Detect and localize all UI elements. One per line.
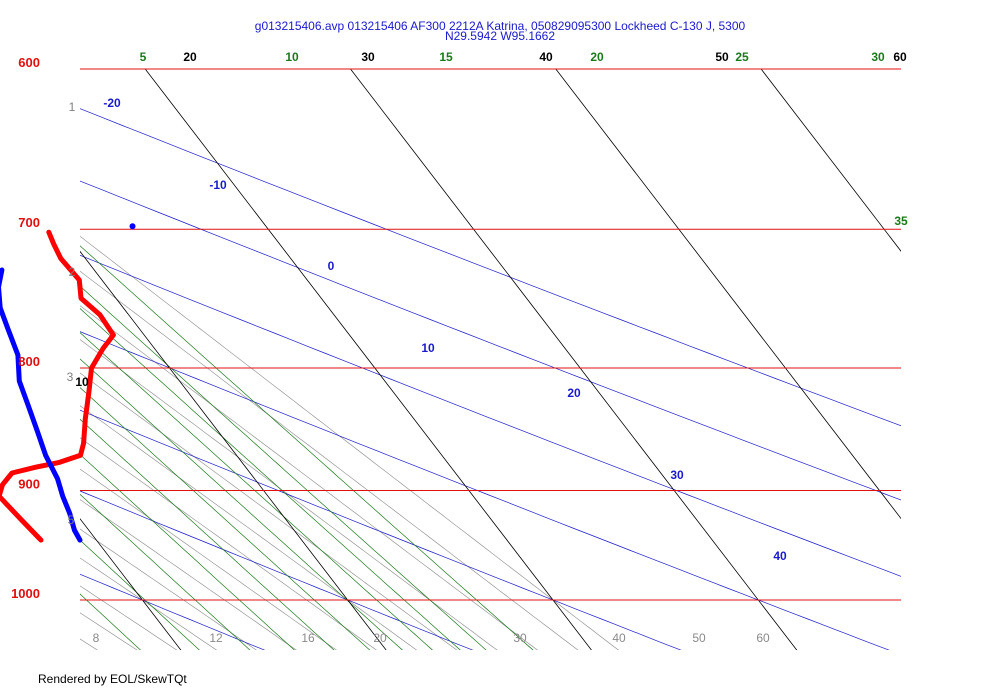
- moist-adiabat-line: [80, 372, 458, 650]
- isotherms: [0, 40, 901, 700]
- moist-adiabat-label: 16: [301, 631, 315, 645]
- moist-adiabat-line: [80, 305, 539, 650]
- isotherm-label: 30: [361, 50, 375, 64]
- pressure-label: 900: [18, 476, 40, 491]
- isotherm-label: 50: [715, 50, 729, 64]
- isotherm-label: 40: [539, 50, 553, 64]
- dry-adiabat-line: [80, 108, 901, 427]
- dry-adiabat-line: [80, 180, 901, 501]
- pressure-label: 600: [18, 55, 40, 70]
- chart-subtitle: N29.5942 W95.1662: [445, 29, 555, 43]
- footer-credit: Rendered by EOL/SkewTQt: [38, 672, 187, 686]
- dry-adiabat-line: [80, 409, 682, 650]
- moist-adiabat-label: 20: [373, 631, 387, 645]
- dry-adiabat-line: [80, 573, 266, 650]
- isotherm-label: 20: [183, 50, 197, 64]
- moist-adiabat-line: [80, 270, 579, 650]
- pressure-label: 1000: [11, 586, 40, 601]
- isotherm-line: [144, 69, 592, 650]
- dry-adiabat-label: 20: [567, 386, 581, 400]
- data-point-marker: [129, 223, 136, 230]
- dry-adiabat-line: [80, 331, 890, 650]
- height-label: 2: [69, 265, 76, 279]
- moist-adiabat-label: 30: [513, 631, 527, 645]
- moist-adiabat-label: 12: [209, 631, 223, 645]
- isotherm-label: 10: [75, 375, 89, 389]
- isotherm-line: [0, 40, 14, 700]
- moist-adiabat-label: 50: [692, 631, 706, 645]
- mixing-ratio-label: 30: [871, 50, 885, 64]
- mixing-ratio-label: 35: [894, 214, 908, 228]
- moist-adiabat-line: [80, 528, 257, 650]
- isobars: [80, 68, 901, 601]
- mixing-ratio-label: 5: [140, 50, 147, 64]
- moist-adiabat-label: 60: [756, 631, 770, 645]
- moist-adiabat-label: 40: [612, 631, 626, 645]
- moist-adiabat-line: [80, 339, 498, 650]
- isotherm-line: [760, 69, 901, 252]
- mixing-ratio-line: [80, 358, 403, 650]
- moist-adiabat-line: [80, 612, 138, 650]
- mixing-ratio-label: 15: [439, 50, 453, 64]
- moist-adiabat-line: [80, 235, 619, 650]
- dry-adiabat-label: 0: [328, 259, 335, 273]
- moist-adiabat-line: [80, 405, 418, 650]
- mixing-ratio-line: [80, 387, 371, 650]
- mixing-ratio-lines: [80, 245, 534, 650]
- mixing-ratio-line: [80, 285, 487, 650]
- pressure-label: 800: [18, 354, 40, 369]
- dry-adiabat-label: -20: [103, 96, 121, 110]
- moist-adiabat-label: 8: [93, 631, 100, 645]
- moist-adiabats: [80, 235, 619, 650]
- mixing-ratio-line: [80, 332, 433, 650]
- isotherm-line: [555, 69, 901, 520]
- height-label: 1: [69, 100, 76, 114]
- mixing-ratio-label: 20: [590, 50, 604, 64]
- dewpoint-trace: [0, 267, 83, 543]
- moist-adiabat-line: [80, 468, 337, 650]
- mixing-ratio-line: [80, 245, 534, 650]
- chart-title: g013215406.avp 013215406 AF300 2212A Kat…: [255, 19, 746, 33]
- dry-adiabat-label: 40: [773, 549, 787, 563]
- isotherm-line: [80, 250, 387, 650]
- mixing-ratio-line: [80, 308, 461, 650]
- isotherm-label: 60: [893, 50, 907, 64]
- moist-adiabat-line: [80, 437, 377, 650]
- mixing-ratio-line: [80, 493, 251, 650]
- dry-adiabat-line: [80, 254, 901, 577]
- moist-adiabat-line: [80, 557, 218, 650]
- height-label: 3: [67, 370, 74, 384]
- pressure-label: 700: [18, 215, 40, 230]
- height-label: 5: [68, 513, 75, 527]
- moist-adiabat-line: [80, 585, 178, 650]
- mixing-ratio-label: 10: [285, 50, 299, 64]
- mixing-ratio-line: [80, 454, 295, 650]
- mixing-ratio-line: [80, 418, 335, 650]
- mixing-ratio-line: [80, 593, 141, 650]
- mixing-ratio-line: [80, 539, 200, 650]
- dry-adiabat-line: [80, 490, 474, 650]
- mixing-ratio-label: 25: [735, 50, 749, 64]
- dry-adiabats: [80, 108, 901, 650]
- isotherm-line: [349, 69, 798, 650]
- dry-adiabat-label: 10: [421, 341, 435, 355]
- dry-adiabat-label: -10: [209, 178, 227, 192]
- isotherm-line: [80, 518, 182, 650]
- dry-adiabat-label: 30: [670, 468, 684, 482]
- moist-adiabat-line: [80, 499, 297, 650]
- sounding-traces: [0, 223, 136, 543]
- temperature-trace: [0, 229, 116, 543]
